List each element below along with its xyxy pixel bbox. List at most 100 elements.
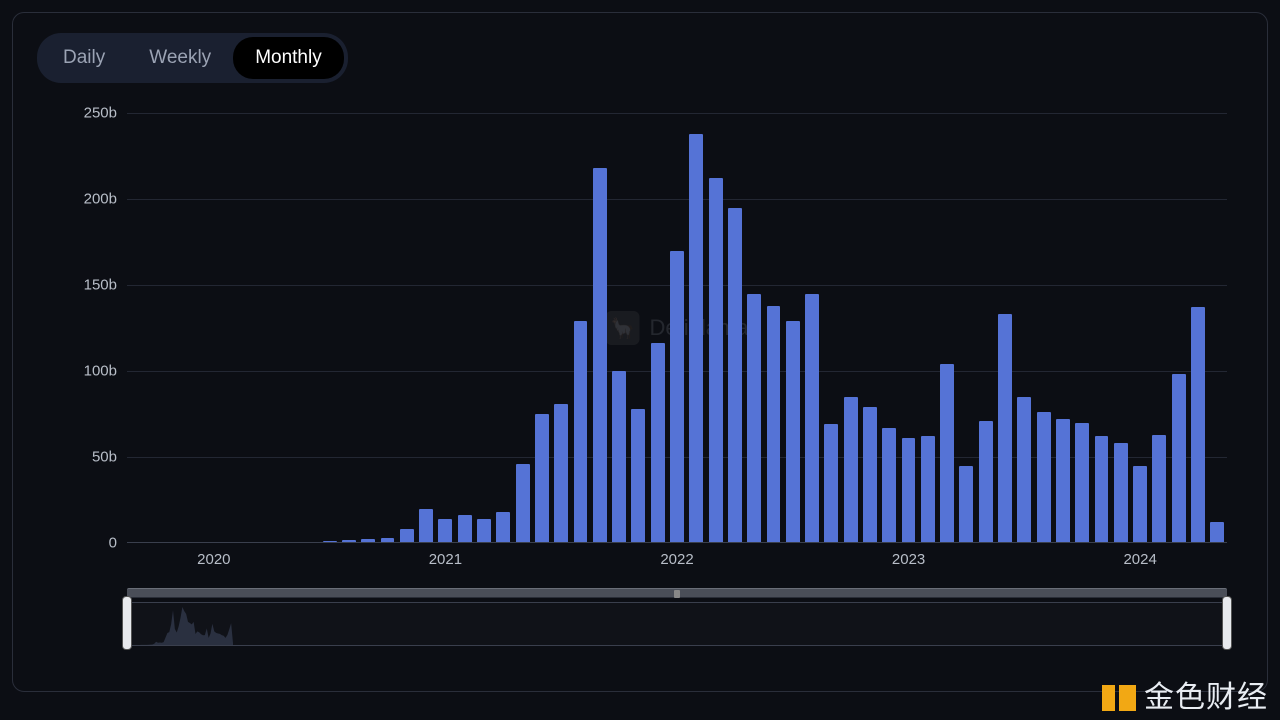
bar-slot bbox=[860, 113, 879, 543]
bar-slot bbox=[957, 113, 976, 543]
bar[interactable] bbox=[477, 519, 491, 543]
bar-slot bbox=[1073, 113, 1092, 543]
brush-area bbox=[127, 588, 1227, 646]
brush-handle-left[interactable] bbox=[122, 596, 132, 650]
plot-region[interactable]: 🦙 DefiLlama bbox=[127, 113, 1227, 543]
bars-container bbox=[127, 113, 1227, 543]
bar[interactable] bbox=[1172, 374, 1186, 543]
brush-track[interactable] bbox=[127, 602, 1227, 646]
bar-slot bbox=[436, 113, 455, 543]
bar-slot bbox=[185, 113, 204, 543]
bar[interactable] bbox=[438, 519, 452, 543]
bar[interactable] bbox=[1114, 443, 1128, 543]
bar-slot bbox=[127, 113, 146, 543]
bar[interactable] bbox=[496, 512, 510, 543]
bar-slot bbox=[764, 113, 783, 543]
bar[interactable] bbox=[1210, 522, 1224, 543]
chart-area: 050b100b150b200b250b 🦙 DefiLlama bbox=[63, 113, 1227, 543]
bar[interactable] bbox=[670, 251, 684, 543]
bar[interactable] bbox=[940, 364, 954, 543]
bar[interactable] bbox=[998, 314, 1012, 543]
bar[interactable] bbox=[419, 509, 433, 543]
bar-slot bbox=[667, 113, 686, 543]
bar[interactable] bbox=[631, 409, 645, 543]
bar-slot bbox=[1208, 113, 1227, 543]
bar-slot bbox=[995, 113, 1014, 543]
bar[interactable] bbox=[1191, 307, 1205, 543]
bar[interactable] bbox=[651, 343, 665, 543]
bar[interactable] bbox=[747, 294, 761, 543]
bar-slot bbox=[1034, 113, 1053, 543]
bar[interactable] bbox=[805, 294, 819, 543]
bar-slot bbox=[204, 113, 223, 543]
bar-slot bbox=[976, 113, 995, 543]
bar-slot bbox=[1150, 113, 1169, 543]
bar-slot bbox=[899, 113, 918, 543]
bar-slot bbox=[571, 113, 590, 543]
y-tick-label: 200b bbox=[63, 191, 117, 208]
bar[interactable] bbox=[728, 208, 742, 543]
bar[interactable] bbox=[554, 404, 568, 543]
bar[interactable] bbox=[400, 529, 414, 543]
tab-monthly[interactable]: Monthly bbox=[233, 37, 344, 79]
bar-slot bbox=[745, 113, 764, 543]
bar-slot bbox=[223, 113, 242, 543]
tab-daily[interactable]: Daily bbox=[41, 37, 127, 79]
tab-weekly[interactable]: Weekly bbox=[127, 37, 233, 79]
bar[interactable] bbox=[689, 134, 703, 543]
bar[interactable] bbox=[1056, 419, 1070, 543]
brush-scrollbar[interactable] bbox=[127, 588, 1227, 598]
bar-slot bbox=[513, 113, 532, 543]
bar-slot bbox=[841, 113, 860, 543]
bar[interactable] bbox=[1133, 466, 1147, 543]
bar[interactable] bbox=[844, 397, 858, 543]
bar[interactable] bbox=[593, 168, 607, 543]
bar[interactable] bbox=[824, 424, 838, 543]
bar[interactable] bbox=[979, 421, 993, 543]
bar[interactable] bbox=[902, 438, 916, 543]
bar[interactable] bbox=[1152, 435, 1166, 543]
bar[interactable] bbox=[516, 464, 530, 543]
bar-slot bbox=[687, 113, 706, 543]
brush-scrollbar-thumb[interactable] bbox=[674, 590, 680, 598]
bar[interactable] bbox=[959, 466, 973, 543]
bar[interactable] bbox=[458, 515, 472, 543]
bar-slot bbox=[648, 113, 667, 543]
bar-slot bbox=[416, 113, 435, 543]
bar[interactable] bbox=[535, 414, 549, 543]
bar[interactable] bbox=[863, 407, 877, 543]
brush-handle-right[interactable] bbox=[1222, 596, 1232, 650]
bar[interactable] bbox=[709, 178, 723, 543]
bar-slot bbox=[918, 113, 937, 543]
bar[interactable] bbox=[574, 321, 588, 543]
bar[interactable] bbox=[1075, 423, 1089, 543]
bar-slot bbox=[166, 113, 185, 543]
bar-slot bbox=[301, 113, 320, 543]
mini-silhouette bbox=[128, 603, 233, 645]
bar[interactable] bbox=[1017, 397, 1031, 543]
bar-slot bbox=[937, 113, 956, 543]
bar-slot bbox=[474, 113, 493, 543]
source-attribution: 金色财经 bbox=[1102, 672, 1268, 716]
bar[interactable] bbox=[786, 321, 800, 543]
bar-slot bbox=[590, 113, 609, 543]
bar-slot bbox=[532, 113, 551, 543]
bar[interactable] bbox=[1037, 412, 1051, 543]
bar-slot bbox=[1015, 113, 1034, 543]
bar-slot bbox=[783, 113, 802, 543]
bar[interactable] bbox=[882, 428, 896, 543]
bar[interactable] bbox=[612, 371, 626, 543]
x-tick-label: 2022 bbox=[660, 551, 693, 568]
bar-slot bbox=[146, 113, 165, 543]
y-tick-label: 150b bbox=[63, 277, 117, 294]
bar-slot bbox=[378, 113, 397, 543]
bar-slot bbox=[1092, 113, 1111, 543]
bar[interactable] bbox=[921, 436, 935, 543]
bar-slot bbox=[339, 113, 358, 543]
bar[interactable] bbox=[1095, 436, 1109, 543]
x-tick-label: 2020 bbox=[197, 551, 230, 568]
bar[interactable] bbox=[767, 306, 781, 543]
bar-slot bbox=[802, 113, 821, 543]
bar-slot bbox=[455, 113, 474, 543]
bar-slot bbox=[1111, 113, 1130, 543]
